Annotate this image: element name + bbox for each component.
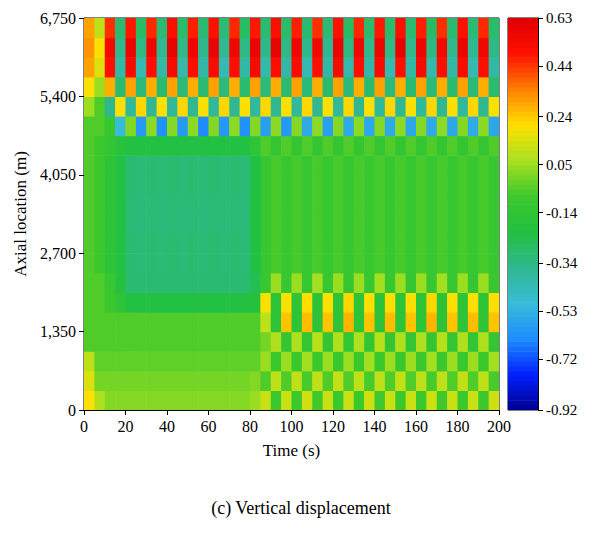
svg-text:4,050: 4,050 [40, 166, 76, 183]
svg-text:200: 200 [487, 418, 511, 435]
svg-text:80: 80 [242, 418, 258, 435]
svg-text:1,350: 1,350 [40, 323, 76, 340]
svg-text:-0.34: -0.34 [546, 255, 578, 271]
svg-text:-0.53: -0.53 [546, 303, 577, 319]
svg-text:2,700: 2,700 [40, 245, 76, 262]
svg-text:5,400: 5,400 [40, 88, 76, 105]
svg-text:6,750: 6,750 [40, 10, 76, 27]
svg-text:-0.92: -0.92 [546, 402, 577, 418]
svg-text:Axial location (m): Axial location (m) [11, 151, 30, 277]
svg-text:0: 0 [80, 418, 88, 435]
svg-text:140: 140 [363, 418, 387, 435]
svg-text:0.44: 0.44 [546, 58, 573, 74]
svg-text:-0.14: -0.14 [546, 205, 578, 221]
svg-text:180: 180 [446, 418, 470, 435]
svg-text:120: 120 [321, 418, 345, 435]
svg-text:60: 60 [201, 418, 217, 435]
svg-text:0.63: 0.63 [546, 10, 572, 26]
svg-text:Time (s): Time (s) [263, 441, 320, 460]
svg-text:0: 0 [68, 402, 76, 419]
svg-text:0.05: 0.05 [546, 157, 572, 173]
svg-text:160: 160 [404, 418, 428, 435]
svg-text:(c) Vertical displacement: (c) Vertical displacement [211, 498, 391, 519]
svg-text:20: 20 [118, 418, 134, 435]
svg-text:0.24: 0.24 [546, 109, 573, 125]
svg-text:100: 100 [280, 418, 304, 435]
svg-text:40: 40 [159, 418, 175, 435]
svg-text:-0.72: -0.72 [546, 351, 577, 367]
